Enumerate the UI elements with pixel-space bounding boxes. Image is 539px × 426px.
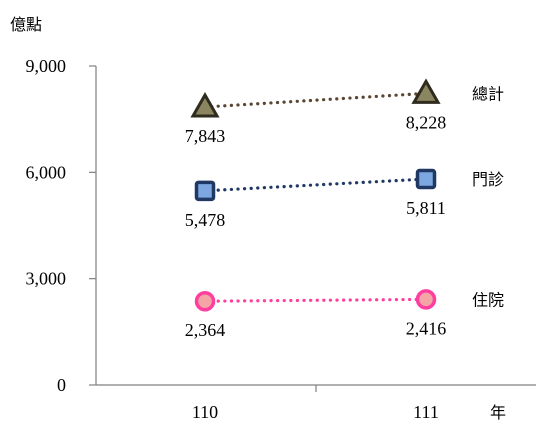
x-tick-label: 110 <box>192 402 218 422</box>
series-name-label: 門診 <box>472 170 504 189</box>
series-1: 5,478 5,811 門診 <box>185 168 504 230</box>
y-tick-label: 9,000 <box>26 56 67 76</box>
series-0: 7,843 8,228 總計 <box>185 78 504 146</box>
series-layer: 7,843 8,228 總計 5,478 5,811 門診 2,364 2,416 住院 <box>185 78 504 340</box>
y-tick-label: 0 <box>57 375 66 395</box>
x-axis-ticks: 110 111 <box>192 385 439 422</box>
data-label: 7,843 <box>185 126 226 146</box>
y-axis-unit-label: 億點 <box>10 15 42 34</box>
triangle-marker <box>411 78 441 104</box>
x-tick-label: 111 <box>413 402 439 422</box>
y-axis-ticks: 0 3,000 6,000 9,000 <box>26 56 96 395</box>
y-tick-label: 6,000 <box>26 162 67 182</box>
data-label: 5,811 <box>406 198 446 218</box>
y-tick-label: 3,000 <box>26 269 67 289</box>
data-label: 8,228 <box>406 112 447 132</box>
series-name-label: 總計 <box>472 84 504 103</box>
x-axis-unit-label: 年 <box>490 403 506 422</box>
series-name-label: 住院 <box>472 290 504 309</box>
data-label: 2,364 <box>185 320 226 340</box>
triangle-marker <box>190 91 220 118</box>
data-label: 2,416 <box>406 318 447 338</box>
series-line <box>203 297 428 303</box>
series-2: 2,364 2,416 住院 <box>185 289 504 340</box>
series-line <box>203 177 428 193</box>
circle-marker <box>415 289 437 310</box>
data-label: 5,478 <box>185 210 226 230</box>
series-line <box>203 91 428 109</box>
square-marker <box>415 168 437 190</box>
square-marker <box>194 180 216 202</box>
circle-marker <box>194 290 216 312</box>
